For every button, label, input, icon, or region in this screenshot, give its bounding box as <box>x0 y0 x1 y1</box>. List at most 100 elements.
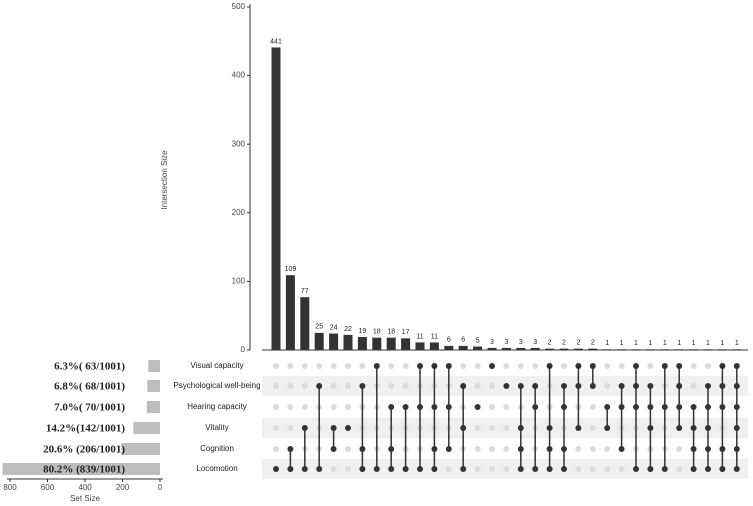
y-tick-label: 500 <box>232 2 246 11</box>
bar-label: 2 <box>591 339 595 346</box>
member-dot <box>705 404 711 410</box>
empty-dot <box>287 363 294 369</box>
member-dot <box>575 383 582 389</box>
set-size-label: 7.0%( 70/1001) <box>54 402 125 414</box>
empty-dot <box>301 363 308 369</box>
bar <box>415 342 425 350</box>
empty-dot <box>402 383 409 389</box>
member-dot <box>273 466 279 472</box>
bar-label: 3 <box>533 339 537 346</box>
bar <box>372 337 382 350</box>
member-dot <box>561 446 567 452</box>
empty-dot <box>705 363 711 369</box>
bar <box>559 348 569 350</box>
empty-dot <box>618 466 625 472</box>
empty-dot <box>345 466 351 472</box>
member-dot <box>330 425 337 431</box>
x-tick-label: 400 <box>78 483 92 492</box>
empty-dot <box>273 383 279 389</box>
set-name: Visual capacity <box>190 361 243 370</box>
empty-dot <box>647 363 654 369</box>
bar-label: 1 <box>720 340 724 347</box>
member-dot <box>417 363 423 369</box>
empty-dot <box>388 363 395 369</box>
empty-dot <box>345 363 351 369</box>
bar <box>602 349 612 350</box>
bar <box>732 349 742 350</box>
member-dot <box>719 404 726 410</box>
member-dot <box>316 466 323 472</box>
member-dot <box>431 404 438 410</box>
bar <box>458 345 468 350</box>
member-dot <box>647 383 654 389</box>
bar-label: 3 <box>490 339 494 346</box>
bar <box>429 342 439 350</box>
member-dot <box>633 363 639 369</box>
member-dot <box>733 404 740 410</box>
member-dot <box>460 383 467 389</box>
member-dot <box>733 383 740 389</box>
member-dot <box>618 404 625 410</box>
member-dot <box>359 383 366 389</box>
set-size-bar <box>121 443 160 455</box>
bar <box>674 349 684 350</box>
bar-label: 18 <box>387 328 395 335</box>
member-dot <box>633 466 639 472</box>
empty-dot <box>604 383 611 389</box>
bar-label: 11 <box>431 333 438 340</box>
empty-dot <box>503 466 510 472</box>
member-dot <box>647 404 654 410</box>
bar-label: 19 <box>359 328 367 335</box>
set-size-bar <box>2 463 160 475</box>
member-dot <box>417 466 423 472</box>
member-dot <box>561 383 567 389</box>
member-dot <box>575 363 582 369</box>
empty-dot <box>273 446 279 452</box>
member-dot <box>301 425 308 431</box>
empty-dot <box>532 363 539 369</box>
bar-label: 1 <box>605 340 609 347</box>
bar-label: 1 <box>634 340 638 347</box>
empty-dot <box>489 425 495 431</box>
member-dot <box>676 425 683 431</box>
bar <box>617 349 627 350</box>
empty-dot <box>589 425 596 431</box>
member-dot <box>402 466 409 472</box>
empty-dot <box>690 383 697 389</box>
bar <box>501 347 511 350</box>
bar <box>271 47 281 350</box>
member-dot <box>388 404 395 410</box>
member-dot <box>359 446 366 452</box>
member-dot <box>733 466 740 472</box>
bar-label: 2 <box>548 339 552 346</box>
bar <box>329 333 339 350</box>
member-dot <box>388 446 395 452</box>
member-dot <box>489 363 495 369</box>
empty-dot <box>301 404 308 410</box>
bar-label: 109 <box>285 266 297 273</box>
member-dot <box>546 446 553 452</box>
bar <box>631 349 641 350</box>
set-size-bar <box>146 401 160 413</box>
member-dot <box>719 363 726 369</box>
bar-label: 25 <box>315 324 323 331</box>
bar-label: 1 <box>620 340 624 347</box>
set-name: Vitality <box>205 423 228 432</box>
member-dot <box>517 425 524 431</box>
empty-dot <box>474 383 481 389</box>
member-dot <box>388 466 395 472</box>
member-dot <box>633 404 639 410</box>
member-dot <box>431 466 438 472</box>
empty-dot <box>575 466 582 472</box>
empty-dot <box>589 446 596 452</box>
member-dot <box>345 425 351 431</box>
empty-dot <box>589 404 596 410</box>
member-dot <box>517 446 524 452</box>
empty-dot <box>503 425 510 431</box>
member-dot <box>474 404 481 410</box>
bar <box>401 338 411 350</box>
bar-label: 441 <box>270 38 282 45</box>
y-tick-label: 400 <box>232 71 246 80</box>
empty-dot <box>604 466 611 472</box>
member-dot <box>445 446 452 452</box>
